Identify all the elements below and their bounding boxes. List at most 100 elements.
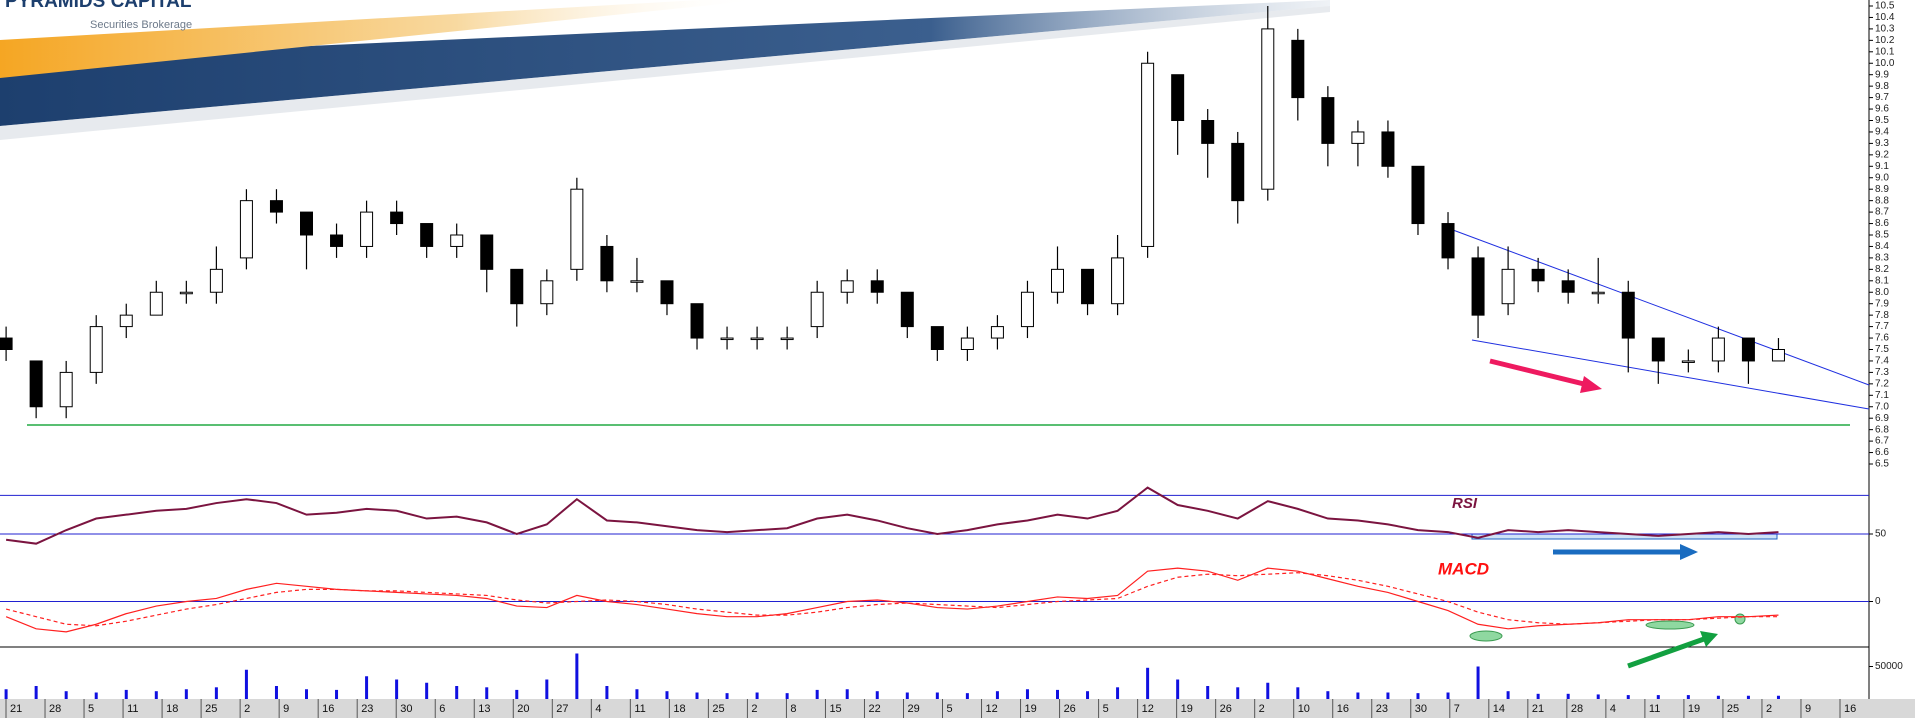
volume-bar	[575, 653, 579, 699]
y-tick-label: 0	[1875, 596, 1881, 607]
volume-bar	[995, 691, 999, 699]
volume-bar	[1056, 689, 1059, 699]
candle-body	[1441, 223, 1455, 259]
y-tick-label: 7.2	[1875, 378, 1889, 389]
candle-body	[660, 280, 674, 305]
x-tick-label: 21	[10, 703, 22, 715]
volume-bar	[1146, 667, 1150, 699]
candle-body	[0, 337, 13, 350]
x-tick-label: 23	[361, 703, 373, 715]
candle-body	[1231, 142, 1245, 202]
y-tick-label: 8.4	[1875, 241, 1889, 252]
x-tick-label: 30	[1415, 703, 1427, 715]
candle-body	[870, 280, 884, 293]
volume-bar	[1086, 691, 1090, 699]
candle-body	[630, 280, 644, 283]
volume-bar	[1326, 691, 1330, 699]
candle-body	[179, 291, 193, 295]
x-tick-label: 28	[49, 703, 61, 715]
logo-banner: PYRAMIDS CAPITAL Securities Brokerage	[0, 0, 1330, 140]
y-tick-label: 8.1	[1875, 275, 1889, 286]
y-tick-label: 10.4	[1875, 12, 1895, 23]
candle-body	[149, 291, 163, 316]
x-tick-label: 2	[244, 703, 250, 715]
volume-bar	[785, 693, 789, 699]
y-tick-label: 8.6	[1875, 218, 1889, 229]
candle-body	[1020, 291, 1034, 328]
volume-bar	[515, 689, 519, 699]
x-tick-label: 11	[1649, 703, 1660, 715]
x-tick-label: 12	[1142, 703, 1154, 715]
x-tick-label: 5	[1103, 703, 1109, 715]
candle-body	[1681, 360, 1695, 363]
volume-bar	[94, 692, 98, 699]
x-tick-label: 18	[166, 703, 178, 715]
y-tick-label: 50	[1875, 529, 1887, 540]
x-tick-label: 13	[478, 703, 490, 715]
candle-body	[89, 326, 103, 373]
candle-body	[239, 200, 253, 259]
candle-body	[690, 303, 704, 339]
volume-bar	[1356, 692, 1360, 699]
series-line	[5, 486, 1779, 545]
y-tick-label: 6.5	[1875, 459, 1889, 470]
right-arrow	[1553, 544, 1698, 560]
y-tick-label: 9.6	[1875, 104, 1889, 115]
y-tick-label: 9.1	[1875, 161, 1889, 172]
candle-body	[119, 314, 133, 328]
volume-bar	[34, 686, 38, 699]
brand: PYRAMIDS CAPITAL	[5, 0, 192, 12]
candle-body	[209, 268, 223, 293]
x-tick-label: 11	[127, 703, 138, 715]
volume-bar	[1176, 679, 1180, 699]
x-tick-label: 26	[1220, 703, 1232, 715]
x-tick-label: 21	[1532, 703, 1544, 715]
volume-bar	[875, 691, 879, 699]
down-arrow	[1489, 358, 1602, 393]
volume-bar	[1446, 692, 1450, 699]
y-tick-label: 8.2	[1875, 264, 1889, 275]
x-tick-label: 15	[829, 703, 841, 715]
x-tick-label: 16	[1844, 703, 1856, 715]
y-tick-label: 9.9	[1875, 69, 1889, 80]
candle-body	[360, 211, 374, 247]
candle-body	[29, 360, 43, 408]
candle-body	[450, 234, 464, 247]
x-tick-label: 4	[595, 703, 601, 715]
volume-bar	[725, 693, 729, 699]
candle-body	[1321, 97, 1335, 144]
volume-bar	[1536, 693, 1540, 699]
volume-bar	[1566, 693, 1570, 699]
y-tick-label: 10.5	[1875, 1, 1895, 12]
volume-bar	[1386, 692, 1390, 699]
y-tick-label: 9.5	[1875, 115, 1889, 126]
macd-cross	[1469, 630, 1503, 642]
y-tick-label: 50000	[1875, 661, 1903, 672]
candle-body	[330, 234, 344, 247]
x-tick-label: 25	[205, 703, 217, 715]
candle-body	[1621, 291, 1635, 339]
panel-label: MACD	[1438, 559, 1489, 578]
candle-body	[1741, 337, 1755, 362]
y-tick-label: 7.9	[1875, 298, 1889, 309]
y-tick-label: 7.7	[1875, 321, 1889, 332]
y-tick-label: 6.6	[1875, 447, 1889, 458]
volume-bar	[1716, 695, 1720, 699]
x-tick-label: 16	[322, 703, 334, 715]
x-tick-label: 4	[1610, 703, 1616, 715]
candle-body	[390, 211, 404, 225]
series-line	[5, 567, 1779, 633]
x-tick-label: 28	[1571, 703, 1583, 715]
candle-body	[840, 280, 854, 293]
x-tick-label: 6	[439, 703, 445, 715]
candle-body	[1141, 62, 1155, 247]
candle-body	[930, 326, 944, 351]
y-tick-label: 8.3	[1875, 253, 1889, 264]
x-tick-label: 25	[712, 703, 724, 715]
candle-body	[960, 337, 974, 350]
candle-body	[510, 268, 524, 305]
volume-bar	[305, 689, 308, 699]
y-tick-label: 9.7	[1875, 92, 1889, 103]
candle-body	[1501, 268, 1515, 305]
candle-body	[720, 337, 734, 341]
